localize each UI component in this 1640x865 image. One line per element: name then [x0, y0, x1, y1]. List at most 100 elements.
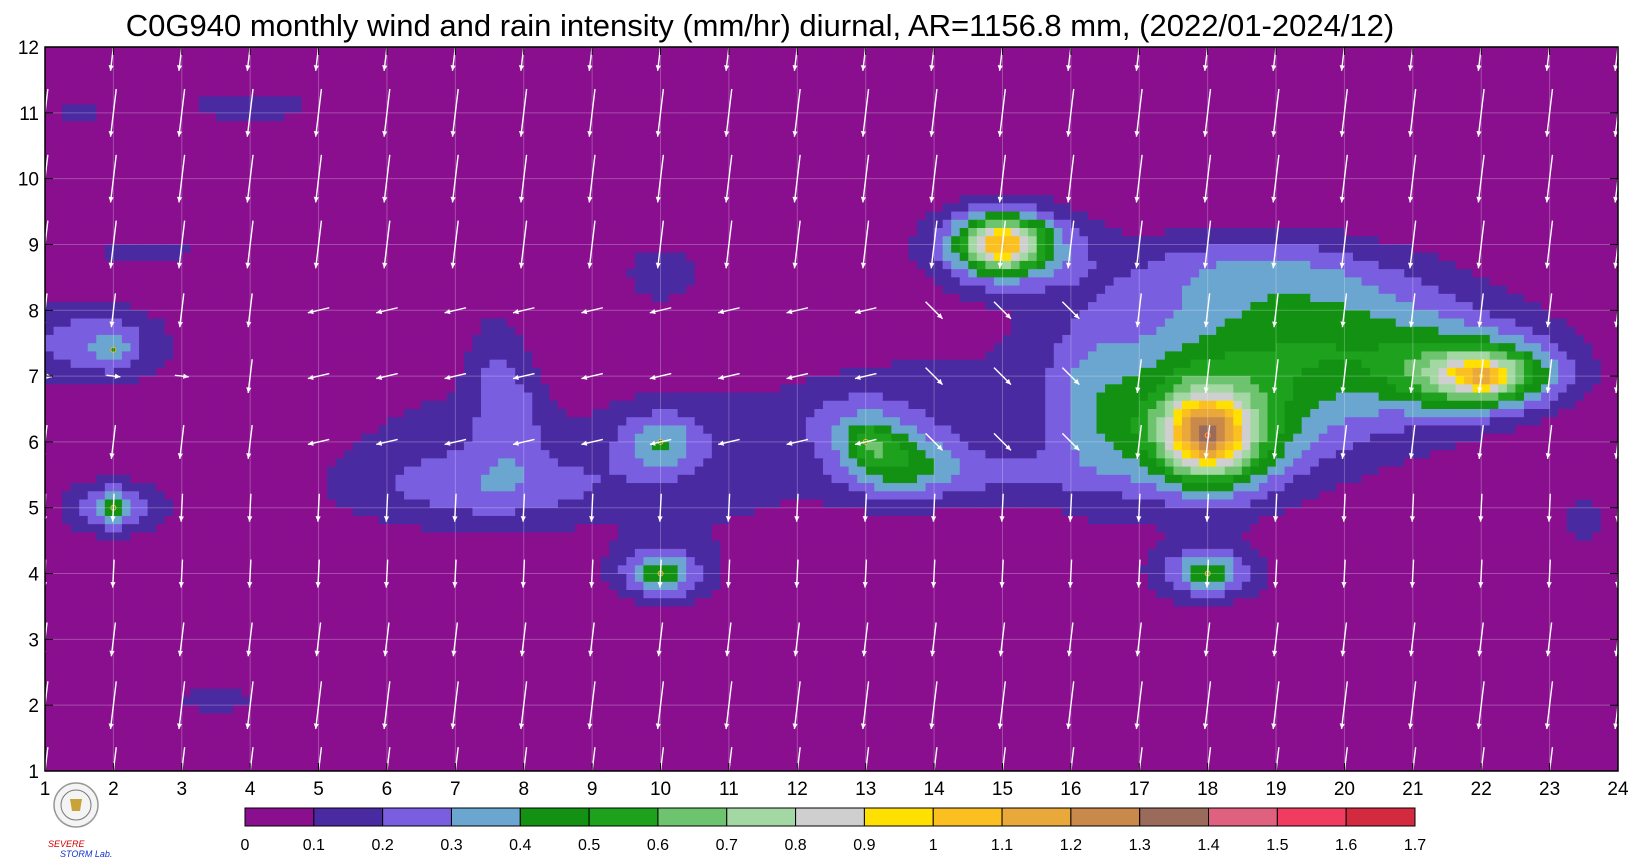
rain-cell [1130, 137, 1140, 147]
rain-cell [1207, 71, 1217, 81]
rain-cell [1583, 55, 1593, 65]
rain-cell [968, 236, 978, 246]
rain-cell [1070, 219, 1081, 229]
rain-cell [1267, 260, 1277, 270]
rain-cell [1583, 96, 1593, 106]
rain-cell [737, 88, 747, 97]
rain-cell [549, 55, 559, 65]
rain-cell [814, 260, 824, 270]
rain-cell [215, 129, 226, 139]
rain-cell [139, 178, 149, 188]
rain-cell [925, 145, 935, 155]
rain-cell [455, 244, 465, 254]
rain-cell [600, 228, 610, 237]
rain-cell [788, 121, 798, 130]
rain-cell [1190, 236, 1200, 246]
rain-cell [1284, 79, 1294, 89]
rain-cell [566, 129, 576, 139]
rain-cell [1113, 244, 1123, 254]
rain-cell [267, 104, 277, 114]
rain-cell [1455, 145, 1465, 155]
rain-cell [147, 47, 157, 56]
rain-cell [1344, 79, 1354, 89]
rain-cell [1019, 55, 1029, 65]
rain-cell [916, 252, 927, 262]
rain-cell [1421, 47, 1431, 56]
rain-cell [1019, 153, 1029, 163]
rain-cell [198, 203, 209, 213]
rain-cell [882, 195, 892, 204]
rain-cell [404, 112, 414, 122]
rain-cell [480, 104, 491, 114]
rain-cell [164, 63, 174, 73]
rain-cell [215, 145, 226, 155]
rain-cell [275, 228, 285, 237]
rain-cell [822, 112, 833, 122]
rain-cell [1147, 260, 1157, 270]
rain-cell [780, 236, 790, 246]
rain-cell [993, 121, 1004, 130]
rain-cell [1558, 260, 1568, 270]
rain-cell [1164, 170, 1175, 180]
rain-cell [1199, 186, 1209, 196]
rain-cell [1156, 71, 1166, 81]
rain-cell [754, 228, 764, 237]
rain-cell [1549, 129, 1559, 139]
rain-cell [934, 219, 944, 229]
rain-cell [1079, 129, 1089, 139]
rain-cell [438, 88, 448, 97]
rain-cell [70, 88, 80, 97]
rain-cell [763, 129, 773, 139]
rain-cell [1541, 228, 1551, 237]
rain-cell [1387, 244, 1397, 254]
rain-cell [1506, 260, 1517, 270]
rain-cell [951, 129, 961, 139]
rain-cell [840, 186, 850, 196]
rain-cell [540, 121, 550, 130]
rain-cell [241, 195, 251, 204]
rain-cell [463, 162, 474, 172]
rain-cell [1284, 244, 1294, 254]
rain-cell [1267, 252, 1277, 262]
rain-cell [1327, 236, 1337, 246]
rain-cell [1139, 137, 1149, 147]
rain-cell [626, 260, 636, 270]
rain-cell [1395, 129, 1405, 139]
rain-cell [1079, 79, 1089, 89]
rain-cell [1173, 252, 1183, 262]
rain-cell [908, 178, 918, 188]
rain-cell [1464, 236, 1474, 246]
rain-cell [523, 203, 533, 213]
rain-cell [1045, 211, 1055, 221]
rain-cell [1182, 228, 1192, 237]
rain-cell [1087, 153, 1098, 163]
rain-cell [369, 104, 380, 114]
rain-cell [686, 79, 696, 89]
rain-cell [190, 145, 200, 155]
rain-cell [1498, 88, 1508, 97]
rain-cell [233, 121, 243, 130]
rain-cell [592, 252, 602, 262]
rain-cell [737, 219, 747, 229]
rain-cell [899, 104, 910, 114]
rain-cell [617, 170, 627, 180]
rain-cell [763, 88, 773, 97]
rain-cell [147, 104, 157, 114]
rain-cell [1164, 137, 1175, 147]
rain-cell [404, 79, 414, 89]
rain-cell [1105, 228, 1115, 237]
rain-cell [1335, 203, 1346, 213]
rain-cell [626, 79, 636, 89]
rain-cell [882, 63, 892, 73]
rain-cell [822, 145, 833, 155]
rain-cell [139, 219, 149, 229]
rain-cell [1489, 121, 1499, 130]
rain-cell [207, 203, 217, 213]
rain-cell [925, 137, 935, 147]
rain-cell [327, 121, 337, 130]
rain-cell [1062, 55, 1072, 65]
rain-cell [1096, 153, 1106, 163]
rain-cell [848, 47, 858, 56]
rain-cell [1498, 170, 1508, 180]
rain-cell [1447, 71, 1457, 81]
